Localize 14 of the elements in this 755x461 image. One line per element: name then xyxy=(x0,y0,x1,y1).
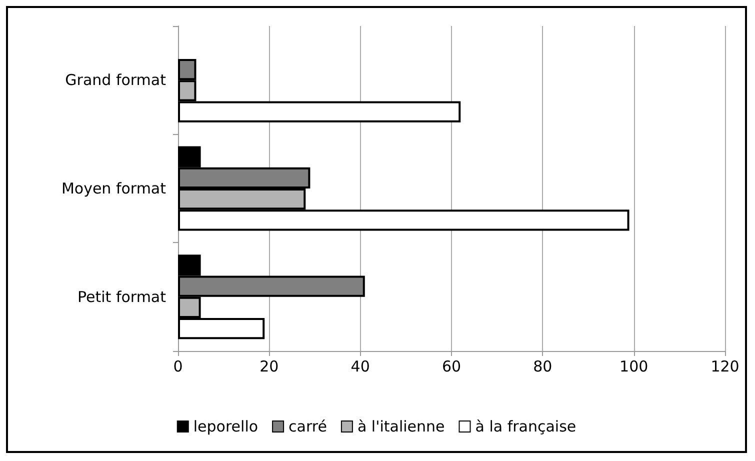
x-tick-label: 20 xyxy=(260,358,279,376)
x-tick-label: 0 xyxy=(173,358,183,376)
x-tick-label: 60 xyxy=(442,358,462,376)
x-tick-label: 100 xyxy=(620,358,648,376)
x-tick-label: 80 xyxy=(533,358,552,376)
y-tick-label: Moyen format xyxy=(61,180,166,198)
legend-label: carré xyxy=(288,418,327,436)
y-tick-label: Grand format xyxy=(65,71,166,90)
legend-label: à la française xyxy=(475,418,576,436)
legend-label: à l'italienne xyxy=(357,418,445,436)
y-tick-label: Petit format xyxy=(78,288,166,306)
x-tick-label: 40 xyxy=(350,358,370,376)
legend-label: leporello xyxy=(193,418,258,436)
x-tick-label: 120 xyxy=(710,358,740,376)
